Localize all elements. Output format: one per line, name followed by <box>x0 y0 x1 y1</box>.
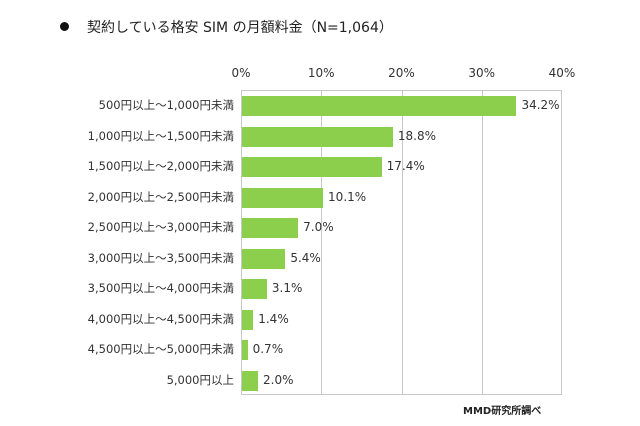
x-tick-label: 0% <box>231 66 251 80</box>
bar <box>242 370 259 391</box>
value-label: 10.1% <box>328 189 367 204</box>
plot-area <box>241 90 562 395</box>
value-label: 7.0% <box>303 220 334 235</box>
source-credit: MMD研究所調べ <box>463 406 542 417</box>
value-label: 18.8% <box>397 128 436 143</box>
bar <box>242 248 286 269</box>
value-label: 3.1% <box>271 281 303 296</box>
x-tick-label: 30% <box>468 66 496 80</box>
gridline <box>401 91 403 394</box>
bar <box>242 340 248 361</box>
bar <box>242 187 324 208</box>
bar <box>242 309 254 330</box>
category-label: 500円以上～1,000円未満 <box>98 98 234 113</box>
value-label: 17.4% <box>386 159 425 174</box>
x-tick-label: 20% <box>388 66 415 80</box>
value-label: 5.4% <box>290 250 321 265</box>
bar <box>242 218 299 239</box>
x-tick-label: 10% <box>307 66 335 80</box>
x-tick-label: 40% <box>548 66 576 80</box>
value-label: 2.0% <box>263 372 294 387</box>
category-label: 3,500円以上～4,000円未満 <box>87 281 234 296</box>
category-label: 4,000円以上～4,500円未満 <box>87 311 234 326</box>
category-label: 3,000円以上～3,500円未満 <box>87 250 234 265</box>
value-label: 34.2% <box>521 98 560 113</box>
gridline <box>321 91 323 394</box>
category-label: 1,000円以上～1,500円未満 <box>87 128 234 143</box>
bar <box>242 96 517 117</box>
gridline <box>481 91 483 394</box>
value-label: 0.7% <box>252 342 284 357</box>
category-label: 2,500円以上～3,000円未満 <box>87 220 234 235</box>
chart-title: 契約している格安 SIM の月額料金（N=1,064） <box>60 17 393 37</box>
bar <box>242 126 393 147</box>
value-label: 1.4% <box>258 311 289 326</box>
chart-title-text: 契約している格安 SIM の月額料金（N=1,064） <box>87 20 393 36</box>
category-label: 2,000円以上～2,500円未満 <box>87 189 234 204</box>
bar <box>242 157 382 178</box>
bar <box>242 279 267 300</box>
bullet-icon <box>60 21 69 31</box>
category-label: 4,500円以上～5,000円未満 <box>87 342 234 357</box>
category-label: 5,000円以上 <box>166 372 234 387</box>
category-label: 1,500円以上～2,000円未満 <box>87 159 234 174</box>
